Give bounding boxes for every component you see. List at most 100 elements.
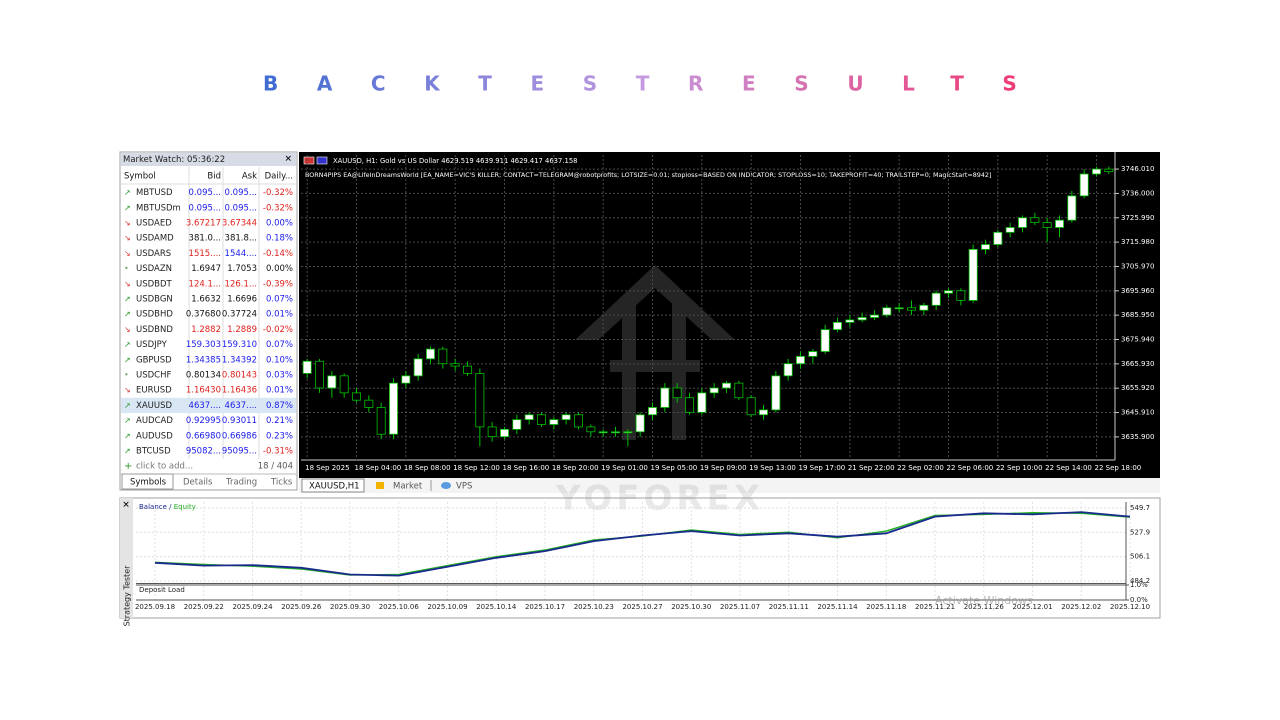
symbol[interactable]: MBTUSDm: [136, 203, 181, 213]
candle-body: [302, 360, 312, 374]
click-to-add[interactable]: click to add...: [136, 462, 193, 472]
x-tick-label: 2025.10.09: [427, 603, 467, 611]
y-tick-label: 3685.950: [1121, 311, 1154, 319]
ask-cell: 0.37724: [222, 310, 257, 320]
trend-icon: ↘: [124, 386, 131, 395]
x-tick-label: 2025.11.07: [720, 603, 760, 611]
bid-cell: 0.80134: [186, 371, 221, 381]
candle-body: [1092, 168, 1101, 175]
ea-info: BORN4PIPS EA@LifeInDreamsWorld [EA_NAME=…: [305, 171, 991, 179]
symbol[interactable]: USDBND: [136, 325, 173, 335]
candle-body: [1030, 217, 1040, 224]
x-tick-label: 2025.11.26: [964, 603, 1005, 611]
symbol[interactable]: USDAZN: [136, 264, 172, 274]
column-header: Bid: [207, 172, 221, 182]
symbol[interactable]: USDAMD: [136, 234, 174, 244]
trend-icon: •: [124, 264, 129, 273]
column-header: Symbol: [124, 172, 156, 182]
bid-cell: 381.0...: [189, 234, 221, 244]
y-tick-label: 3725.990: [1121, 214, 1154, 222]
symbol[interactable]: USDCHF: [136, 371, 171, 381]
market-watch-header-bar: [121, 153, 296, 166]
ask-cell: 1.2889: [227, 325, 257, 335]
y-tick-label: 3705.970: [1121, 262, 1154, 270]
symbol[interactable]: GBPUSD: [136, 355, 172, 365]
add-icon: +: [124, 461, 132, 472]
bid-cell: 0.92995: [186, 416, 221, 426]
symbol[interactable]: BTCUSD: [136, 447, 171, 457]
symbol[interactable]: AUDCAD: [136, 416, 173, 426]
ask-cell: 0.80143: [222, 371, 257, 381]
x-tick-label: 2025.10.17: [525, 603, 565, 611]
trend-icon: ↘: [124, 325, 131, 334]
activation-notice: Activate Windows: [935, 594, 1033, 607]
symbol[interactable]: MBTUSD: [136, 188, 173, 198]
candle-body: [783, 363, 793, 377]
panel-tab[interactable]: Ticks: [270, 478, 293, 488]
active-tab: [121, 473, 174, 490]
bid-cell: 1.2882: [191, 325, 221, 335]
daily-cell: 0.00%: [266, 219, 293, 229]
candle-body: [845, 319, 855, 323]
chart-icon: [316, 156, 328, 165]
candle-body: [438, 348, 448, 365]
symbol[interactable]: XAUUSD: [136, 401, 172, 411]
symbol[interactable]: USDBDT: [136, 279, 173, 289]
tester-close[interactable]: ✕: [122, 501, 130, 511]
deposit-label: Deposit Load: [139, 586, 185, 594]
chart-tab[interactable]: Market: [393, 482, 423, 492]
symbol[interactable]: USDARS: [136, 249, 171, 259]
candle-body: [882, 307, 892, 316]
active-chart-tab: [301, 478, 365, 493]
daily-cell: 0.10%: [266, 355, 293, 365]
y-tick-label: 3655.920: [1121, 384, 1154, 392]
selected-row: [121, 397, 296, 413]
symbol[interactable]: USDBGN: [136, 295, 173, 305]
bid-cell: 1.34385: [186, 355, 221, 365]
candle-body: [820, 329, 830, 352]
legend-entry: Balance: [139, 503, 167, 511]
y-tick-label: 3675.940: [1121, 336, 1154, 344]
panel-tab[interactable]: Trading: [225, 478, 257, 488]
trend-icon: ↗: [124, 340, 131, 349]
vps-icon: [441, 482, 451, 489]
bid-cell: 0.095...: [189, 203, 221, 213]
candle-body: [981, 244, 990, 250]
symbol[interactable]: EURUSD: [136, 386, 172, 396]
panel-tab[interactable]: Symbols: [130, 478, 167, 488]
candle-body: [549, 419, 559, 425]
watermark-logo: [575, 265, 735, 440]
symbol[interactable]: USDBHD: [136, 310, 173, 320]
symbol[interactable]: USDJPY: [136, 340, 168, 350]
daily-cell: -0.31%: [263, 447, 293, 457]
panel-tab[interactable]: Details: [183, 478, 213, 488]
x-tick-label: 18 Sep 16:00: [503, 464, 550, 472]
x-tick-label: 2025.12.01: [1012, 603, 1052, 611]
deposit-tick-label: 1.0%: [1130, 581, 1148, 589]
daily-cell: 0.18%: [266, 234, 293, 244]
trend-icon: ↗: [124, 431, 131, 440]
y-tick-label: 3695.960: [1121, 287, 1154, 295]
bid-cell: 4637....: [189, 401, 221, 411]
candle-body: [919, 304, 929, 311]
trend-icon: ↗: [124, 310, 131, 319]
candle-body: [993, 231, 1003, 245]
chart-tab[interactable]: XAUUSD,H1: [309, 482, 360, 492]
symbol[interactable]: AUDUSD: [136, 431, 173, 441]
symbol[interactable]: USDAED: [136, 219, 172, 229]
candle-body: [413, 358, 423, 377]
daily-cell: -0.32%: [263, 203, 293, 213]
chart-tab[interactable]: VPS: [456, 482, 472, 492]
trend-icon: ↗: [124, 416, 131, 425]
daily-cell: 0.00%: [266, 264, 293, 274]
candle-body: [487, 426, 497, 438]
candle-body: [746, 397, 756, 416]
daily-cell: 0.21%: [266, 416, 293, 426]
candle-body: [796, 355, 805, 365]
close-icon[interactable]: ✕: [284, 155, 292, 165]
ask-cell: 4637....: [225, 401, 257, 411]
candle-body: [475, 373, 485, 428]
x-tick-label: 19 Sep 05:00: [651, 464, 698, 472]
x-tick-label: 2025.10.30: [671, 603, 711, 611]
